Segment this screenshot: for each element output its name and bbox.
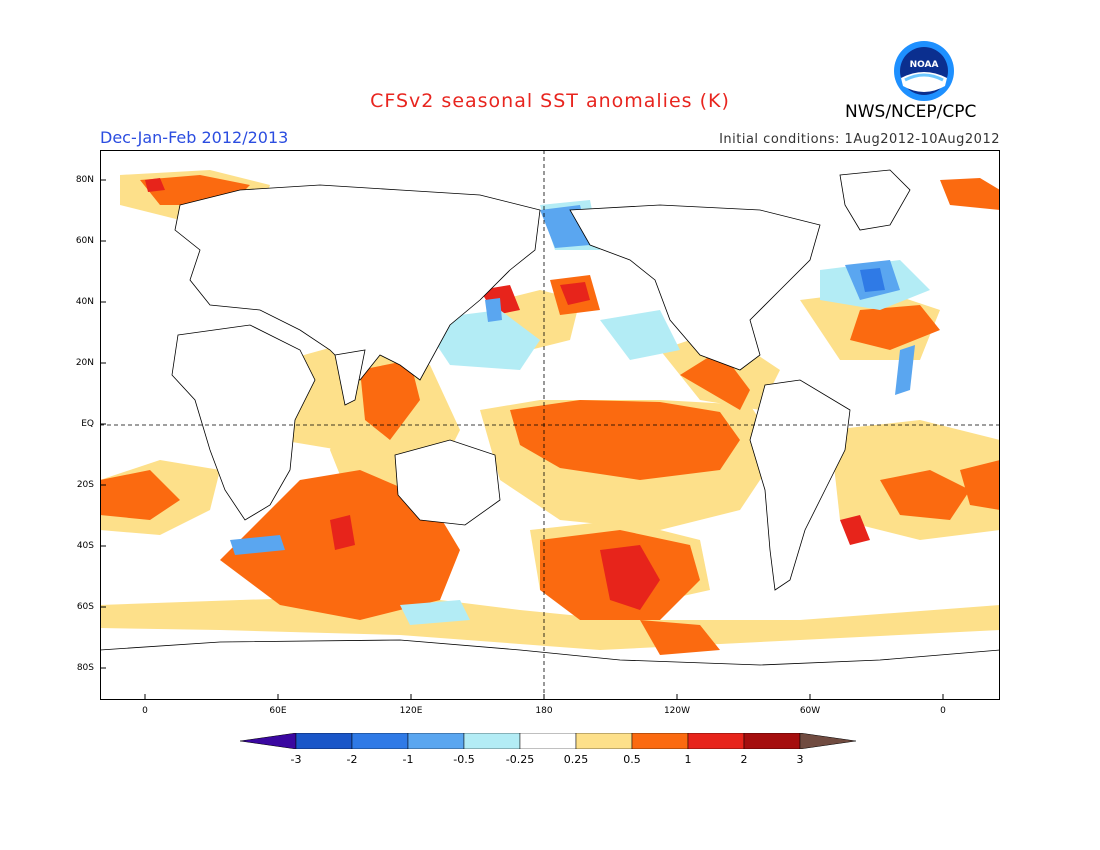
colorbar-swatch bbox=[575, 733, 633, 749]
lat-label: 80N bbox=[75, 175, 94, 185]
lat-label: 60S bbox=[76, 602, 94, 612]
noaa-logo-icon: NOAA bbox=[894, 41, 954, 101]
colorbar-label: -0.25 bbox=[505, 753, 535, 766]
colorbar-swatch bbox=[351, 733, 409, 749]
lat-label: 40S bbox=[76, 541, 94, 551]
colorbar-swatch bbox=[743, 733, 801, 749]
initial-conditions-label: Initial conditions: 1Aug2012-10Aug2012 bbox=[719, 132, 1000, 147]
lon-label: 120W bbox=[663, 706, 691, 716]
lon-label: 0 bbox=[940, 706, 946, 716]
colorbar-label: -3 bbox=[290, 753, 302, 766]
colorbar-label: 0.25 bbox=[563, 753, 589, 766]
colorbar-label: 2 bbox=[740, 753, 748, 766]
colorbar-swatch bbox=[463, 733, 521, 749]
lat-label: 60N bbox=[75, 236, 94, 246]
lon-label: 0 bbox=[142, 706, 148, 716]
anomaly-orange-regions bbox=[100, 175, 1000, 655]
colorbar-swatch bbox=[631, 733, 689, 749]
anomaly-red-regions bbox=[145, 178, 870, 610]
anomaly-darkblue-regions bbox=[860, 268, 885, 292]
map-title: CFSv2 seasonal SST anomalies (K) bbox=[370, 90, 730, 112]
svg-text:NOAA: NOAA bbox=[910, 60, 939, 70]
lon-label: 120E bbox=[399, 706, 423, 716]
colorbar-label: -1 bbox=[402, 753, 414, 766]
colorbar bbox=[240, 733, 857, 749]
lat-label: 40N bbox=[75, 297, 94, 307]
colorbar-swatch bbox=[407, 733, 465, 749]
colorbar-label: 1 bbox=[684, 753, 692, 766]
lat-label: 80S bbox=[76, 663, 94, 673]
colorbar-arrow-high bbox=[799, 733, 857, 749]
colorbar-label: 3 bbox=[796, 753, 804, 766]
colorbar-label: 0.5 bbox=[623, 753, 641, 766]
anomaly-blue-regions bbox=[230, 205, 915, 555]
lat-label: 20N bbox=[75, 358, 94, 368]
colorbar-arrow-low bbox=[240, 733, 297, 749]
lon-label: 60E bbox=[269, 706, 287, 716]
agency-label: NWS/NCEP/CPC bbox=[845, 102, 977, 122]
lat-label: EQ bbox=[81, 419, 94, 429]
lat-label: 20S bbox=[76, 480, 94, 490]
colorbar-swatch bbox=[295, 733, 353, 749]
colorbar-swatch bbox=[519, 733, 577, 749]
colorbar-swatch bbox=[687, 733, 745, 749]
colorbar-label: -0.5 bbox=[453, 753, 475, 766]
continent-outlines bbox=[100, 169, 1000, 700]
sst-anomaly-map bbox=[100, 150, 1000, 700]
season-label: Dec-Jan-Feb 2012/2013 bbox=[100, 128, 289, 147]
colorbar-label: -2 bbox=[346, 753, 358, 766]
lon-label: 180 bbox=[535, 706, 553, 716]
lon-label: 60W bbox=[799, 706, 821, 716]
